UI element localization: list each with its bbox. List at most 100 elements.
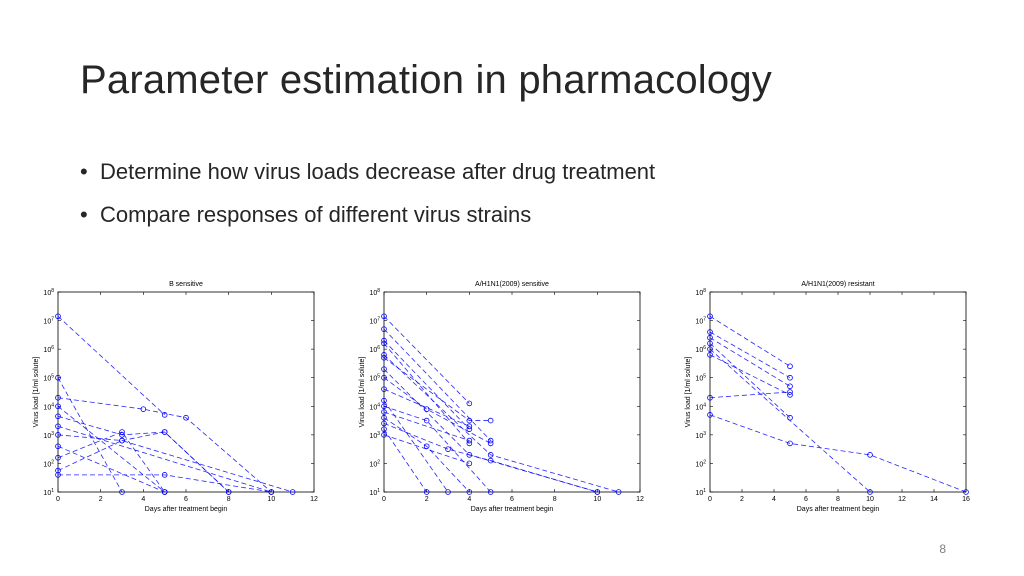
data-point [161,472,168,478]
y-axis-label: Virus load [1/ml solute] [685,357,692,428]
data-point [487,489,494,495]
series-line [709,343,791,419]
data-point [381,352,387,358]
x-axis-label: Days after treatment begin [797,506,880,513]
series-line [709,315,791,367]
data-point [55,467,61,474]
series-line [383,377,491,444]
data-point [55,374,61,381]
data-point [487,437,494,444]
x-tick-label: 12 [310,496,318,503]
data-point [707,329,713,335]
series-line [383,328,491,441]
chart-svg: A/H1N1(2009) sensitive 0 2 4 6 8 10 12 101 102 103… [359,281,644,513]
data-point [466,426,473,432]
y-tick-label: 104 [695,402,706,411]
data-point [268,489,275,495]
data-point [466,460,473,467]
data-point [707,352,713,358]
data-point [594,489,601,495]
series-line [57,440,293,493]
data-point [707,334,713,341]
data-point [423,417,430,424]
x-tick-label: 8 [553,496,557,503]
y-tick-label: 106 [43,345,54,354]
x-axis-label: Days after treatment begin [145,506,228,513]
data-point [466,489,473,495]
data-point [55,413,61,420]
data-point [225,489,232,495]
y-tick-label: 104 [369,402,380,411]
y-tick-label: 108 [369,288,380,297]
data-point [466,423,473,430]
chart-svg: A/H1N1(2009) resistant 0 2 4 6 8 10 12 14 16 101 10… [685,281,970,513]
y-tick-label: 108 [43,288,54,297]
y-tick-label: 107 [43,317,54,326]
data-point [381,337,387,344]
chart-b-sensitive: B sensitive 0 2 4 6 8 10 12 101 102 103 104 105 106 10… [30,276,320,516]
data-point [787,440,793,447]
series-line [383,405,491,493]
data-point [487,452,494,458]
bullet-item: • Compare responses of different virus st… [80,199,655,231]
data-point [707,340,713,347]
y-tick-label: 101 [695,488,706,497]
y-tick-label: 105 [43,374,54,383]
x-tick-label: 8 [836,496,840,503]
data-point [161,489,168,495]
data-point [55,443,61,450]
x-tick-label: 4 [772,496,776,503]
data-point [381,340,387,347]
y-tick-label: 108 [695,288,706,297]
data-point [119,437,125,444]
series-line [383,411,470,441]
data-point [381,403,387,410]
x-tick-label: 10 [267,496,275,503]
y-tick-label: 101 [43,488,54,497]
data-point [119,429,125,435]
bullet-text: Determine how virus loads decrease after… [100,159,656,184]
chart-h1n1-resistant: A/H1N1(2009) resistant 0 2 4 6 8 10 12 14 16 101 10… [682,276,972,516]
data-point [289,489,296,495]
data-point [466,452,473,458]
data-point [707,313,713,320]
data-point [707,394,713,401]
chart-h1n1-sensitive: A/H1N1(2009) sensitive 0 2 4 6 8 10 12 101 102 103… [356,276,646,516]
data-point [423,489,430,495]
data-point [867,452,873,458]
data-point [381,420,387,427]
series-line [57,445,165,493]
y-tick-label: 104 [43,402,54,411]
chart-title: B sensitive [169,281,203,288]
data-point [707,346,713,352]
x-tick-label: 4 [141,496,145,503]
data-point [381,374,387,381]
x-tick-label: 2 [99,496,103,503]
x-tick-label: 16 [962,496,970,503]
plot-frame [709,291,967,493]
y-tick-label: 105 [369,374,380,383]
page-number: 8 [939,542,946,556]
y-tick-label: 107 [695,317,706,326]
bullet-list: • Determine how virus loads decrease afte… [80,156,655,242]
data-point [140,406,147,412]
series-line [709,337,791,387]
series-line [383,434,470,464]
x-tick-label: 10 [866,496,874,503]
y-axis-label: Virus load [1/ml solute] [359,357,366,428]
slide-title: Parameter estimation in pharmacology [80,58,772,102]
series-line [57,397,272,493]
data-point [381,426,387,432]
data-point [55,403,61,410]
data-point [445,446,451,452]
data-point [867,489,873,495]
data-point [381,326,387,332]
y-tick-label: 102 [369,459,380,468]
x-tick-label: 8 [227,496,231,503]
data-point [487,417,494,424]
series-line [383,354,619,493]
series-line [383,400,449,493]
y-tick-label: 107 [369,317,380,326]
data-point [963,489,969,495]
y-tick-label: 101 [369,488,380,497]
